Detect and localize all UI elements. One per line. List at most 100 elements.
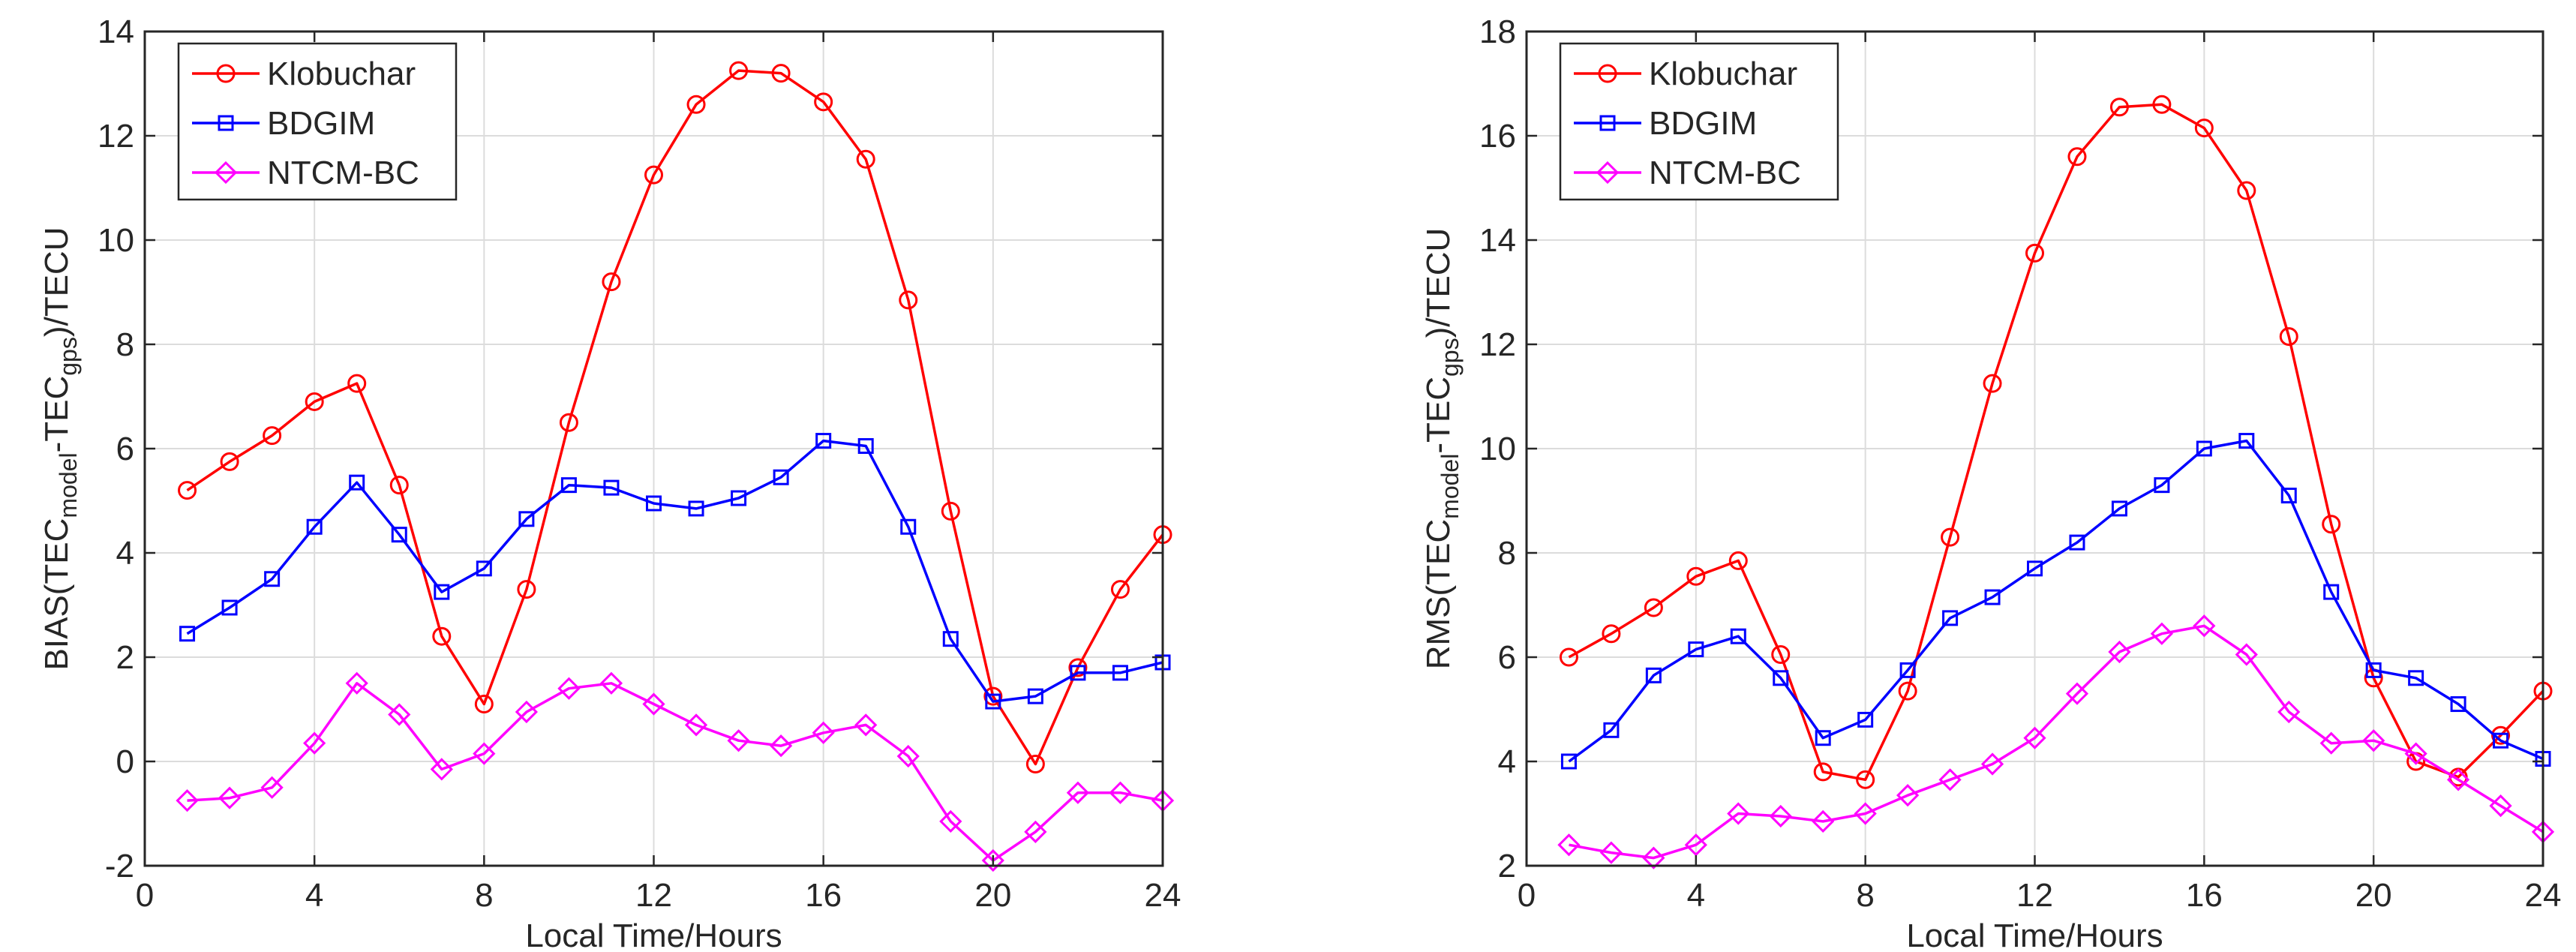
point-bdgim-20 <box>2365 662 2382 678</box>
y-axis-label: BIAS(TECmodel-TECgps)/TECU <box>38 227 82 671</box>
point-ntcm-bc-19 <box>939 809 962 833</box>
point-klobuchar-20 <box>983 686 1003 706</box>
point-bdgim-13 <box>688 500 704 517</box>
point-klobuchar-14 <box>729 61 749 80</box>
point-ntcm-bc-18 <box>2277 700 2301 724</box>
x-axis-label: Local Time/Hours <box>525 917 782 952</box>
point-bdgim-20 <box>985 693 1001 710</box>
point-ntcm-bc-21 <box>1024 820 1047 843</box>
point-ntcm-bc-4 <box>1684 833 1707 857</box>
point-ntcm-bc-16 <box>812 721 835 744</box>
y-axis-label: RMS(TECmodel-TECgps)/TECU <box>1420 228 1464 670</box>
y-tick-label-14: 14 <box>1479 222 1516 259</box>
point-ntcm-bc-11 <box>1980 752 2004 776</box>
y-tick-label-6: 6 <box>1498 639 1516 676</box>
point-klobuchar-11 <box>602 272 621 292</box>
y-tick-label-16: 16 <box>1479 118 1516 155</box>
point-bdgim-11 <box>603 479 620 496</box>
point-ntcm-bc-8 <box>1854 802 1877 825</box>
x-axis: 0 4 8 12 16 20 24 <box>1518 32 2561 914</box>
series-ntcm-bc <box>176 671 1175 872</box>
point-ntcm-bc-20 <box>981 848 1004 872</box>
point-klobuchar-18 <box>2279 327 2298 347</box>
point-ntcm-bc-13 <box>684 713 708 737</box>
y-tick-label-10: 10 <box>1479 431 1516 467</box>
point-klobuchar-5 <box>347 374 367 393</box>
point-bdgim-5 <box>1730 628 1746 644</box>
point-ntcm-bc-9 <box>1896 784 1920 807</box>
y-axis-label-part-4: gps <box>1437 338 1464 377</box>
legend-entry-bdgim: BDGIM <box>1574 105 1757 142</box>
point-bdgim-10 <box>1942 610 1959 626</box>
point-klobuchar-15 <box>2152 95 2172 114</box>
y-tick-label-4: 4 <box>116 535 134 572</box>
grid <box>145 32 1163 866</box>
point-klobuchar-2 <box>220 452 239 471</box>
y-tick-label-2: -2 <box>105 848 134 884</box>
point-ntcm-bc-23 <box>1109 781 1132 804</box>
x-tick-label-12: 12 <box>2016 877 2053 914</box>
y-tick-label-12: 12 <box>1479 326 1516 363</box>
x-tick-label-16: 16 <box>2186 877 2223 914</box>
point-klobuchar-3 <box>1644 598 1663 617</box>
y-axis-label-part-4: gps <box>55 337 82 376</box>
point-bdgim-6 <box>1773 670 1789 686</box>
legend-label-klobuchar: Klobuchar <box>1649 56 1797 92</box>
point-ntcm-bc-12 <box>642 692 665 716</box>
point-bdgim-12 <box>646 495 662 512</box>
point-klobuchar-16 <box>814 92 833 112</box>
point-bdgim-19 <box>942 631 959 647</box>
point-ntcm-bc-15 <box>2150 622 2173 645</box>
x-axis-label: Local Time/Hours <box>1906 917 2163 952</box>
point-ntcm-bc-17 <box>854 713 878 737</box>
point-klobuchar-6 <box>1771 645 1791 665</box>
point-ntcm-bc-7 <box>1812 809 1835 833</box>
y-tick-label-8: 8 <box>116 326 134 363</box>
point-bdgim-11 <box>1984 589 2001 605</box>
point-ntcm-bc-23 <box>2489 794 2512 818</box>
y-axis-label-part-1: BIAS(TEC <box>38 518 75 671</box>
point-ntcm-bc-5 <box>345 671 368 695</box>
point-ntcm-bc-22 <box>2446 768 2470 791</box>
legend-marker-bdgim <box>218 115 234 131</box>
point-ntcm-bc-1 <box>1557 833 1581 857</box>
legend-entry-ntcm-bc: NTCM-BC <box>1574 155 1801 191</box>
point-ntcm-bc-14 <box>727 729 750 752</box>
y-axis-label-part-2: model <box>55 452 82 518</box>
point-klobuchar-4 <box>305 392 324 411</box>
point-bdgim-7 <box>1815 730 1831 746</box>
point-bdgim-1 <box>1560 753 1577 770</box>
y-axis-label-part-1: RMS(TEC <box>1420 519 1457 669</box>
point-klobuchar-6 <box>389 476 409 495</box>
point-klobuchar-12 <box>2025 243 2044 263</box>
x-tick-label-16: 16 <box>805 877 842 914</box>
point-klobuchar-2 <box>1602 624 1621 644</box>
x-tick-label-0: 0 <box>1518 877 1536 914</box>
y-axis: 2 4 6 8 10 12 14 16 18 <box>1479 14 2543 884</box>
point-klobuchar-23 <box>2491 725 2511 745</box>
point-klobuchar-23 <box>1110 580 1130 599</box>
point-bdgim-14 <box>2111 500 2127 517</box>
point-ntcm-bc-6 <box>388 703 411 726</box>
point-ntcm-bc-8 <box>473 742 496 765</box>
point-bdgim-12 <box>2027 560 2043 577</box>
point-ntcm-bc-5 <box>1727 802 1750 825</box>
point-klobuchar-9 <box>517 580 536 599</box>
point-ntcm-bc-3 <box>260 776 284 799</box>
point-bdgim-2 <box>221 599 238 616</box>
legend-entry-klobuchar: Klobuchar <box>192 56 416 92</box>
point-klobuchar-14 <box>2109 98 2129 117</box>
point-bdgim-4 <box>1688 641 1704 658</box>
point-bdgim-5 <box>349 474 365 491</box>
point-bdgim-7 <box>434 584 450 600</box>
point-bdgim-3 <box>1645 667 1662 683</box>
point-ntcm-bc-6 <box>1769 804 1792 828</box>
point-bdgim-8 <box>1857 711 1874 728</box>
point-ntcm-bc-11 <box>599 671 623 695</box>
point-klobuchar-1 <box>1559 647 1578 667</box>
point-ntcm-bc-2 <box>218 786 242 809</box>
point-bdgim-15 <box>773 469 789 485</box>
point-ntcm-bc-21 <box>2404 742 2427 765</box>
